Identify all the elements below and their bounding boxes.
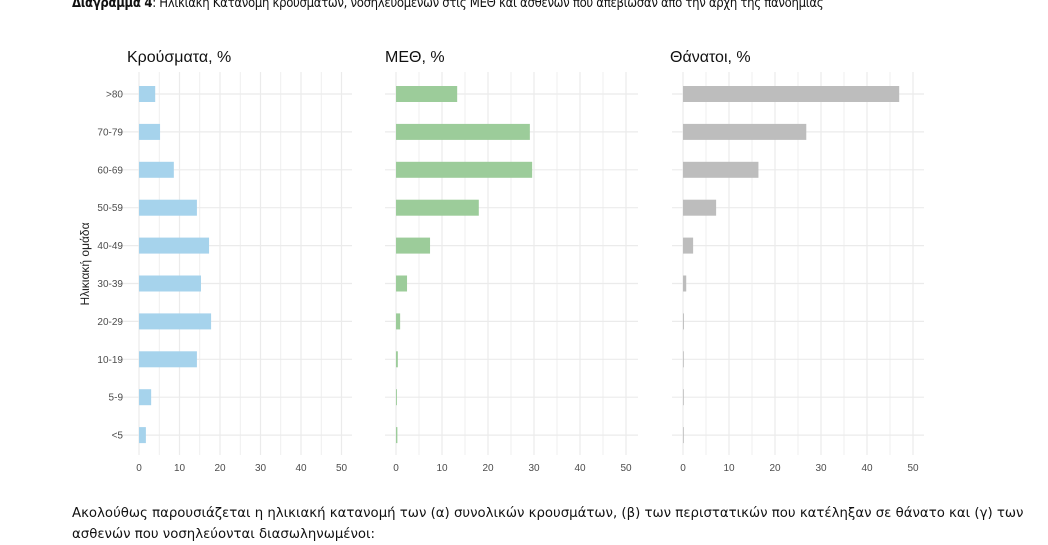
- x-tick-label: 20: [482, 463, 494, 474]
- x-tick-label: 10: [436, 463, 448, 474]
- panel-title: ΜΕΘ, %: [385, 49, 445, 66]
- y-tick-label: <5: [112, 431, 124, 442]
- x-tick-label: 0: [680, 463, 686, 474]
- caption-label: Διάγραμμα 4: [72, 0, 153, 11]
- x-tick-label: 40: [295, 463, 307, 474]
- x-tick-label: 20: [214, 463, 226, 474]
- bar->80: [139, 86, 156, 102]
- caption-separator: :: [152, 0, 160, 11]
- paragraph-line-2: ασθενών που νοσηλεύονται διασωληνωμένοι:: [72, 527, 376, 542]
- bar-50-59: [396, 199, 479, 216]
- bar-70-79: [139, 123, 161, 140]
- bar-70-79: [396, 123, 530, 140]
- bar-20-29: [139, 313, 212, 330]
- bar-10-19: [683, 351, 684, 368]
- bar-10-19: [396, 351, 398, 368]
- y-tick-label: 30-39: [97, 279, 123, 290]
- x-tick-label: 50: [336, 463, 348, 474]
- bar-10-19: [139, 351, 197, 368]
- paragraph-line-1: Ακολούθως παρουσιάζεται η ηλικιακή καταν…: [72, 506, 1024, 521]
- x-tick-label: 20: [769, 463, 781, 474]
- bar-40-49: [683, 237, 694, 254]
- bar-5-9: [396, 389, 397, 406]
- bar->80: [396, 86, 458, 102]
- bar-<5: [396, 427, 398, 444]
- bar-<5: [139, 427, 146, 444]
- y-tick-label: 5-9: [109, 393, 124, 404]
- x-tick-label: 10: [723, 463, 735, 474]
- bar-40-49: [139, 237, 210, 254]
- bar-60-69: [139, 161, 174, 178]
- body-paragraph: Ακολούθως παρουσιάζεται η ηλικιακή καταν…: [72, 503, 1024, 545]
- bar-40-49: [396, 237, 431, 254]
- x-tick-label: 10: [174, 463, 186, 474]
- bar-30-39: [396, 275, 408, 292]
- bar->80: [683, 86, 900, 102]
- caption-text: Ηλικιακή Κατανομή κρουσμάτων, νοσηλευόμε…: [159, 0, 824, 11]
- bar-60-69: [396, 161, 533, 178]
- x-tick-label: 50: [907, 463, 919, 474]
- bar-5-9: [139, 389, 152, 406]
- y-tick-label: 60-69: [97, 165, 123, 176]
- x-tick-label: 50: [620, 463, 632, 474]
- y-axis-label: Ηλικιακή ομάδα: [78, 222, 92, 305]
- x-tick-label: 30: [528, 463, 540, 474]
- x-tick-label: 30: [255, 463, 267, 474]
- bar-50-59: [683, 199, 717, 216]
- x-tick-label: 30: [815, 463, 827, 474]
- x-tick-label: 0: [393, 463, 399, 474]
- bar-20-29: [396, 313, 401, 330]
- bar-70-79: [683, 123, 807, 140]
- bar-50-59: [139, 199, 197, 216]
- bar-30-39: [683, 275, 687, 292]
- y-tick-label: 40-49: [97, 241, 123, 252]
- x-tick-label: 40: [574, 463, 586, 474]
- bar-60-69: [683, 161, 759, 178]
- y-tick-label: 70-79: [97, 127, 123, 138]
- x-tick-label: 40: [861, 463, 873, 474]
- panel-title: Κρούσματα, %: [127, 49, 231, 66]
- panel-title: Θάνατοι, %: [670, 49, 751, 66]
- y-tick-label: 10-19: [97, 355, 123, 366]
- bar-<5: [683, 427, 684, 444]
- y-tick-label: 50-59: [97, 203, 123, 214]
- age-distribution-chart: Κρούσματα, % 0 10 20 30 40 50 >80 70-79 60-69 50-5…: [78, 49, 924, 474]
- bar-5-9: [683, 389, 684, 406]
- y-tick-label: 20-29: [97, 317, 123, 328]
- y-tick-label: >80: [106, 90, 123, 101]
- figure-caption: Διάγραμμα 4: Ηλικιακή Κατανομή κρουσμάτω…: [72, 0, 824, 11]
- bar-20-29: [683, 313, 684, 330]
- bar-30-39: [139, 275, 201, 292]
- x-tick-label: 0: [136, 463, 142, 474]
